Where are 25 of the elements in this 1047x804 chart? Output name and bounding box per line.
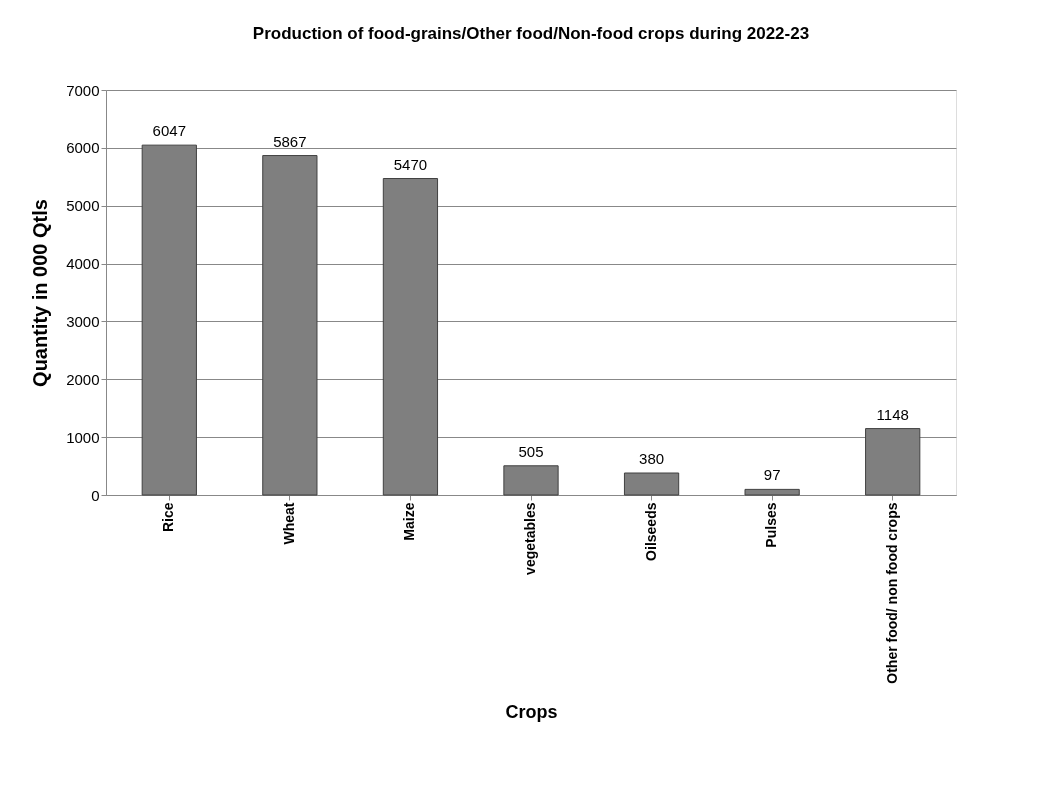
data-label: 505 [518, 442, 544, 460]
x-axis-title: Crops [505, 701, 558, 722]
x-tick-label: Pulses [763, 502, 780, 548]
data-label: 1148 [876, 405, 909, 423]
y-tick-label: 7000 [66, 81, 100, 99]
y-axis-title: Quantity in 000 Qtls [29, 199, 52, 387]
y-tick-label: 6000 [66, 139, 100, 157]
y-tick-label: 1000 [66, 428, 100, 446]
data-label: 6047 [152, 122, 186, 140]
data-label: 5867 [273, 132, 307, 150]
x-tick-label: Rice [160, 502, 177, 533]
x-tick-label: Oilseeds [642, 502, 659, 561]
y-tick-label: 0 [91, 486, 100, 504]
data-label: 5470 [393, 155, 428, 173]
x-tick-label: Other food/ non food crops [883, 502, 900, 684]
x-tick-label: Wheat [280, 502, 297, 545]
x-tick-label: Maize [401, 502, 418, 541]
y-tick-label: 3000 [66, 312, 100, 330]
y-tick-label: 5000 [66, 197, 100, 215]
chart-title: Production of food-grains/Other food/Non-food crops during 2022-23 [252, 24, 810, 43]
y-tick-label: 2000 [66, 370, 100, 388]
y-tick-label: 4000 [66, 255, 100, 273]
data-label: 380 [639, 450, 665, 468]
x-tick-label: vegetables [522, 502, 538, 575]
data-label: 97 [763, 466, 781, 484]
